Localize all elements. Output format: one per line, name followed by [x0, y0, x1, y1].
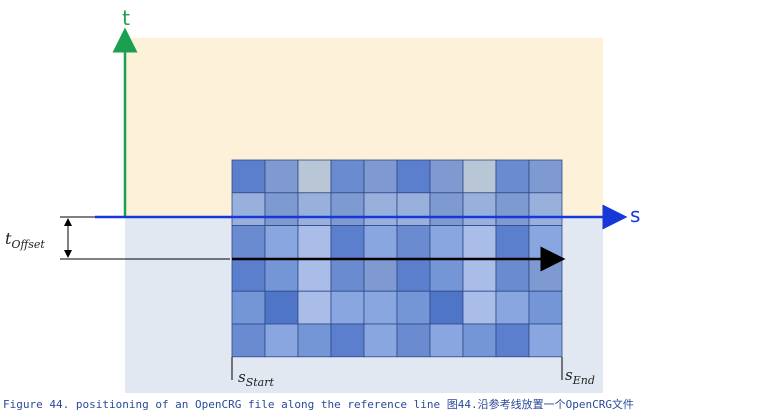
grid-cell [231, 290, 266, 325]
start-sub: Start [246, 376, 275, 389]
caption: Figure 44. positioning of an OpenCRG fil… [3, 397, 634, 411]
grid-cell [429, 192, 464, 227]
grid-cell [528, 225, 563, 259]
grid-cell [495, 225, 530, 259]
grid-cell [462, 323, 497, 358]
grid-cell [462, 290, 497, 325]
grid-cell [462, 159, 497, 194]
grid-cell [297, 159, 332, 194]
grid-cell [363, 323, 398, 358]
grid-cell [363, 192, 398, 227]
grid-cell [363, 225, 398, 259]
grid-cell [462, 192, 497, 227]
grid-cell [528, 257, 563, 292]
grid-cell [264, 323, 299, 358]
start-base: s [238, 368, 246, 386]
grid-cell [297, 290, 332, 325]
grid-cell [396, 159, 431, 194]
grid-cell [429, 257, 464, 292]
grid-cell [330, 192, 365, 227]
end-label: sEnd [565, 366, 595, 387]
grid-cell [264, 192, 299, 227]
grid-cell [528, 290, 563, 325]
grid-cell [297, 257, 332, 292]
grid-cell [495, 192, 530, 227]
grid-cell [363, 257, 398, 292]
grid-cell [363, 290, 398, 325]
offset-base: t [5, 229, 12, 248]
grid-cell [528, 323, 563, 358]
grid-cell [429, 290, 464, 325]
grid-cell [429, 159, 464, 194]
grid-cell [528, 159, 563, 194]
grid-cell [495, 257, 530, 292]
s-axis-label: s [630, 203, 640, 227]
grid-cell [528, 192, 563, 227]
grid-cell [429, 225, 464, 259]
grid-cell [462, 257, 497, 292]
grid-cell [396, 323, 431, 358]
grid-cell [264, 257, 299, 292]
grid-cell [330, 257, 365, 292]
grid-cell [429, 323, 464, 358]
grid-cell [495, 159, 530, 194]
grid-cell [330, 323, 365, 358]
grid-cell [264, 159, 299, 194]
grid-cell [231, 323, 266, 358]
end-base: s [565, 366, 573, 384]
grid-cell [495, 323, 530, 358]
offset-label: tOffset [5, 229, 45, 251]
grid-cell [297, 225, 332, 259]
grid-cell [231, 192, 266, 227]
grid-cell [297, 323, 332, 358]
grid-cell [231, 257, 266, 292]
t-axis-label: t [122, 6, 130, 30]
start-label: sStart [238, 368, 274, 389]
grid-cell [231, 159, 266, 194]
grid-cell [231, 225, 266, 259]
grid-cell [396, 225, 431, 259]
grid-cell [396, 290, 431, 325]
grid-cell [330, 159, 365, 194]
grid-cell [462, 225, 497, 259]
grid-cell [264, 225, 299, 259]
grid-cell [297, 192, 332, 227]
grid-cell [363, 159, 398, 194]
grid-cell [264, 290, 299, 325]
grid-cell [330, 290, 365, 325]
crg-grid [231, 159, 563, 358]
end-sub: End [572, 374, 595, 387]
grid-cell [495, 290, 530, 325]
grid-cell [330, 225, 365, 259]
grid-cell [396, 257, 431, 292]
offset-sub: Offset [11, 238, 45, 251]
grid-cell [396, 192, 431, 227]
